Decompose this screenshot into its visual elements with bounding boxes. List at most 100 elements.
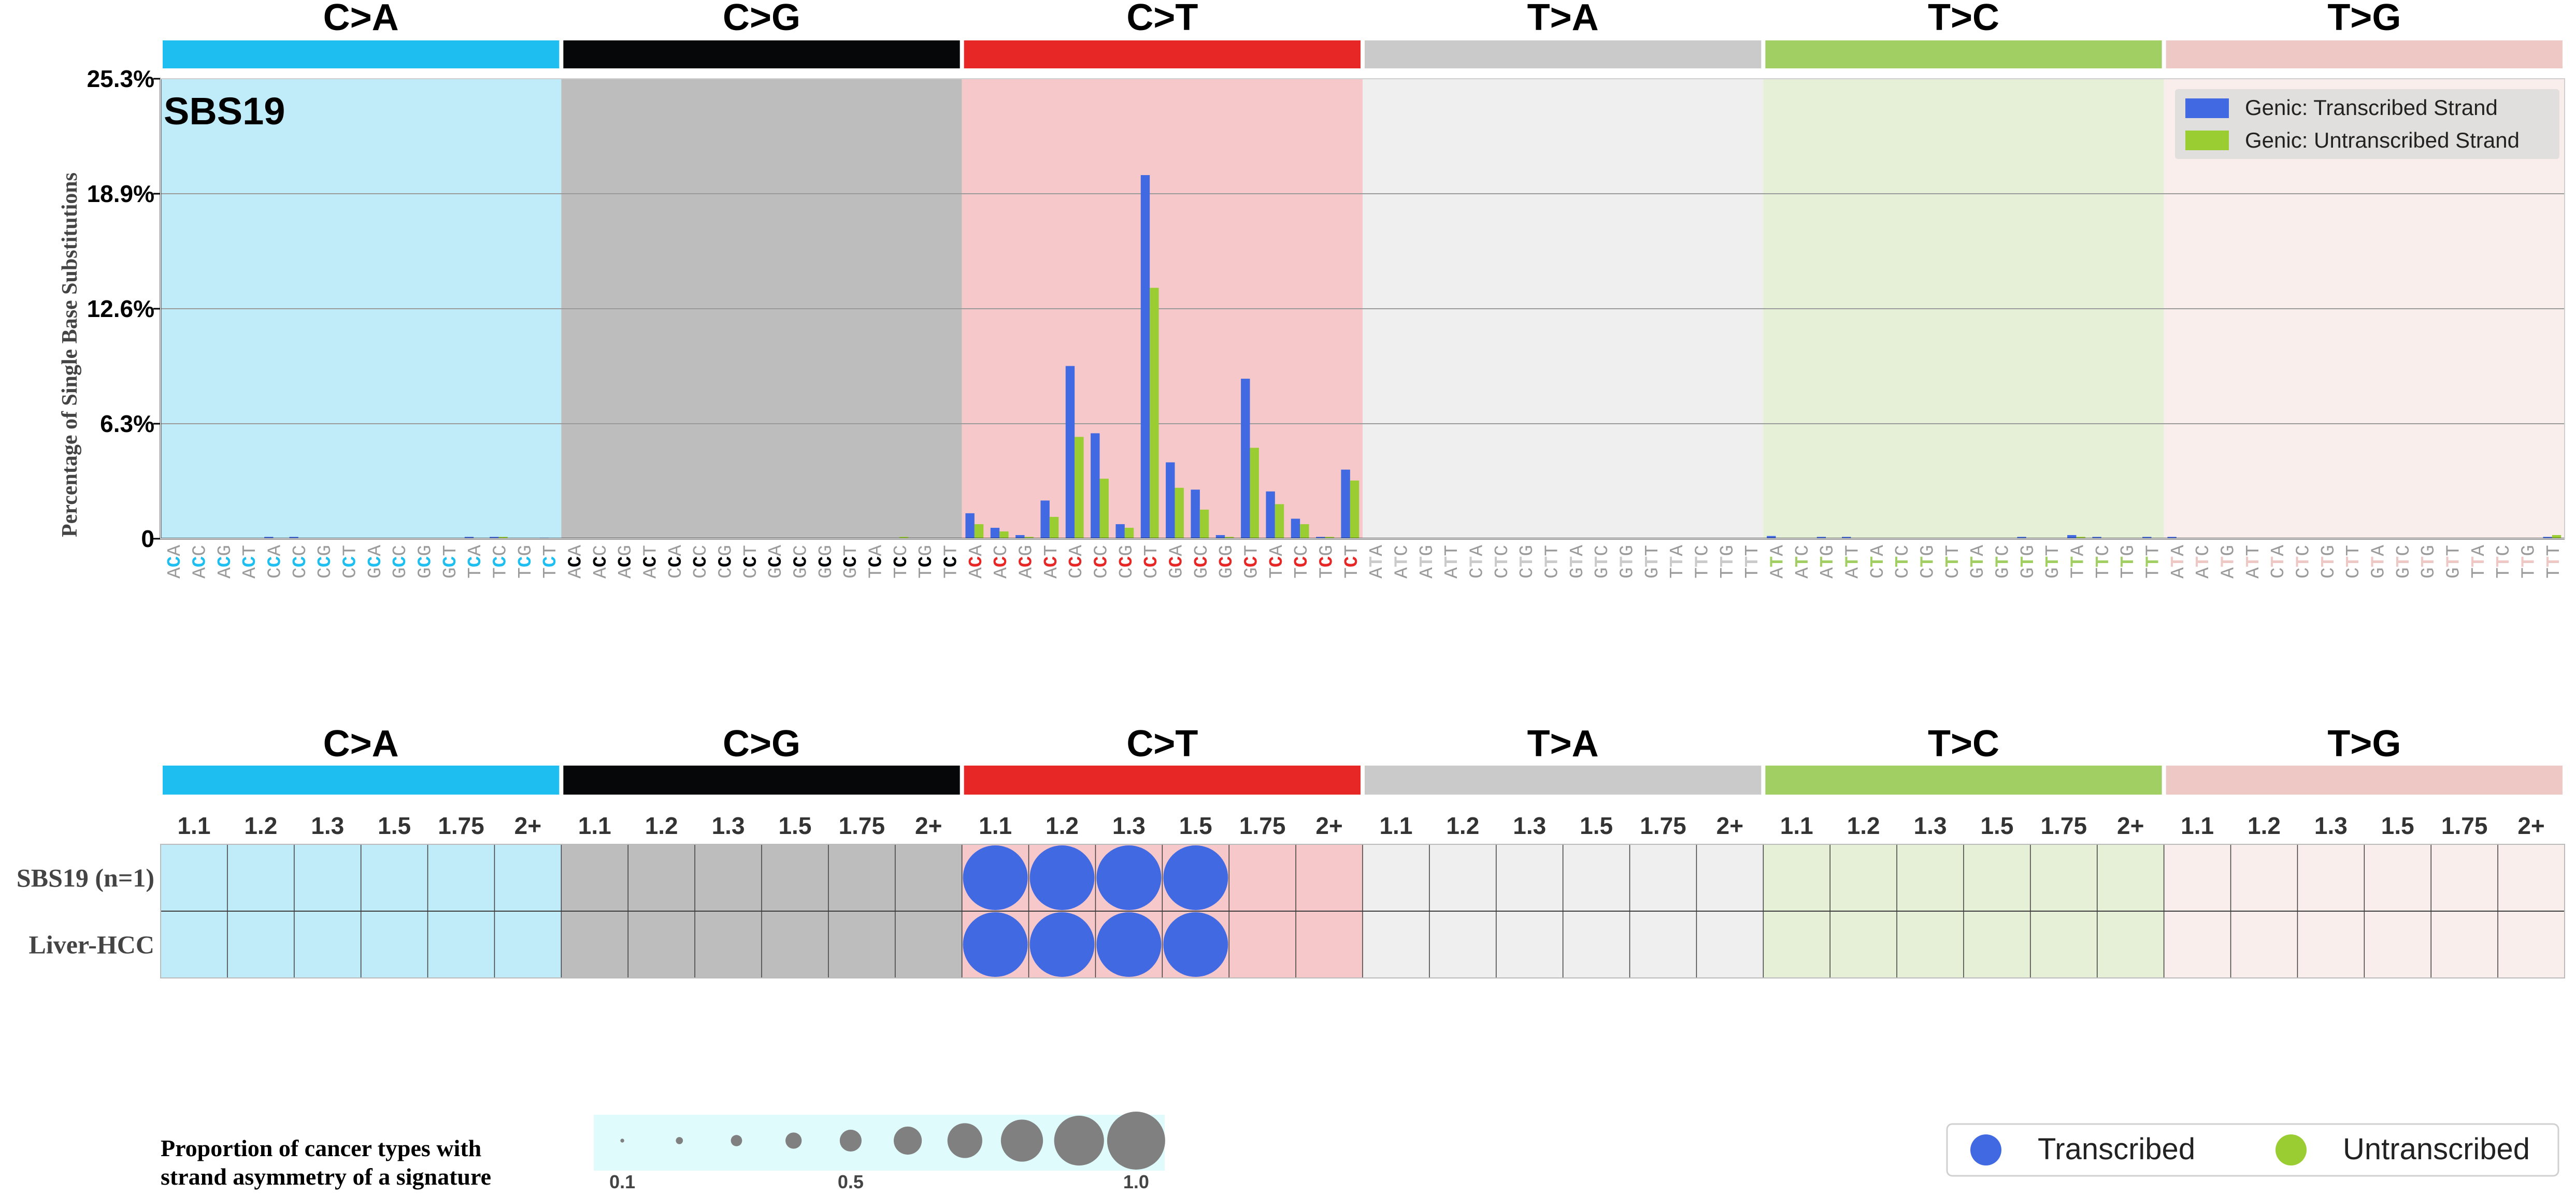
context-label: TTA [1667,545,1688,579]
bar-untranscribed [1175,487,1184,539]
context-label: CCG [314,545,336,579]
context-left-base: C [314,567,336,579]
context-right-base: G [2218,545,2239,556]
bar-transcribed [1266,491,1275,539]
context-mutated-base: T [2343,556,2364,568]
context-mutated-base: T [1993,556,2014,568]
context-label: CTT [2343,545,2364,579]
context-left-base: T [490,567,511,579]
context-right-base: T [1942,545,1964,556]
context-left-base: A [615,567,636,579]
context-right-base: T [440,545,461,556]
context-right-base: C [490,545,511,556]
context-label: TCG [515,545,536,579]
context-left-base: T [915,567,937,579]
size-legend-dot [947,1123,982,1158]
bar-untranscribed [999,531,1009,539]
context-left-base: T [1316,567,1338,579]
context-label: GCT [440,545,461,579]
bar-transcribed [2142,537,2152,539]
y-axis-label: Percentage of Single Base Substitutions [58,172,82,537]
bar-untranscribed [2076,537,2085,539]
top-band-label-t-to-g: T>G [2327,0,2401,38]
bar-untranscribed [2552,535,2561,539]
context-left-base: G [1642,567,1663,579]
context-label: ATG [1817,545,1838,579]
context-label: GTT [1642,545,1663,579]
context-right-base: C [590,545,611,556]
context-left-base: G [815,567,837,579]
context-label: GCT [1241,545,1263,579]
context-right-base: C [390,545,411,556]
size-legend-title-line1: Proportion of cancer types with [161,1135,481,1161]
strand-asymmetry-grid: C>A C>G C>T T>A T>C T>G 1.1 1.2 1.3 1.5 1.75 2+ 1.1… [17,723,2565,978]
context-label: CTG [1917,545,1939,579]
asymmetry-dot [1163,912,1228,977]
bottom-x-label: 1.5 [378,812,411,839]
context-left-base: A [1016,567,1037,579]
context-label: GCA [1166,545,1187,579]
asymmetry-dot [1029,845,1095,910]
context-right-base: T [1642,545,1663,556]
context-right-base: C [2393,545,2414,556]
bar-untranscribed [1199,509,1209,539]
context-right-base: A [2068,545,2089,556]
context-mutated-base: C [1216,556,1237,568]
strand-legend: Transcribed Untranscribed [1946,1123,2559,1177]
context-label: GTC [1993,545,2014,579]
context-right-base: A [2168,545,2189,556]
context-right-base: T [1041,545,1062,556]
context-mutated-base: C [1191,556,1212,568]
context-left-base: C [265,567,286,579]
context-mutated-base: T [2543,556,2565,568]
context-mutated-base: C [1291,556,1312,568]
bottom-band-label-t-to-a: T>A [1527,723,1599,765]
context-label: ATA [1767,545,1788,579]
context-left-base: T [2068,567,2089,579]
context-label: CCA [265,545,286,579]
bar-transcribed [2017,537,2026,539]
legend-swatch-transcribed [2185,98,2229,118]
context-label: CCT [340,545,361,579]
context-left-base: C [290,567,311,579]
context-right-base: A [1467,545,1488,556]
context-mutated-base: C [840,556,862,568]
context-mutated-base: T [1967,556,1988,568]
context-right-base: C [1692,545,1713,556]
bar-transcribed [2543,537,2552,539]
bottom-row-label: Liver-HCC [28,930,154,959]
top-bar-chart: C>A C>G C>T T>A T>C T>G 06.3%12.6%18.9%25.3% … [58,0,2565,579]
bottom-x-label: 1.3 [311,812,344,839]
bar-transcribed [1816,537,1826,539]
context-right-base: T [1341,545,1363,556]
context-label: ATA [2168,545,2189,579]
strand-legend-transcribed-dot [1970,1134,2001,1165]
context-mutated-base: C [265,556,286,568]
context-label: ATT [1842,545,1864,579]
context-label: GTT [2443,545,2465,579]
context-right-base: T [640,545,662,556]
context-right-base: G [1416,545,1438,556]
top-band-label-t-to-a: T>A [1527,0,1599,38]
top-band-t-to-g [2166,40,2563,68]
context-left-base: C [1492,567,1513,579]
bar-untranscribed [498,537,508,539]
strand-legend-untranscribed-dot [2276,1134,2307,1165]
bottom-x-label: 1.1 [578,812,611,839]
context-left-base: G [415,567,436,579]
context-mutated-base: T [2093,556,2114,568]
top-band-t-to-a [1365,40,1762,68]
bottom-x-label: 2+ [514,812,541,839]
bottom-x-label: 1.75 [438,812,484,839]
context-right-base: C [1492,545,1513,556]
bar-untranscribed [1325,537,1334,539]
bar-untranscribed [974,524,984,539]
context-left-base: G [1967,567,1988,579]
context-left-base: G [2393,567,2414,579]
bar-transcribed [1291,519,1300,539]
context-left-base: A [1817,567,1838,579]
context-left-base: A [1842,567,1864,579]
strand-legend-untranscribed-label: Untranscribed [2343,1132,2530,1166]
context-mutated-base: T [2168,556,2189,568]
context-right-base: G [1516,545,1538,556]
